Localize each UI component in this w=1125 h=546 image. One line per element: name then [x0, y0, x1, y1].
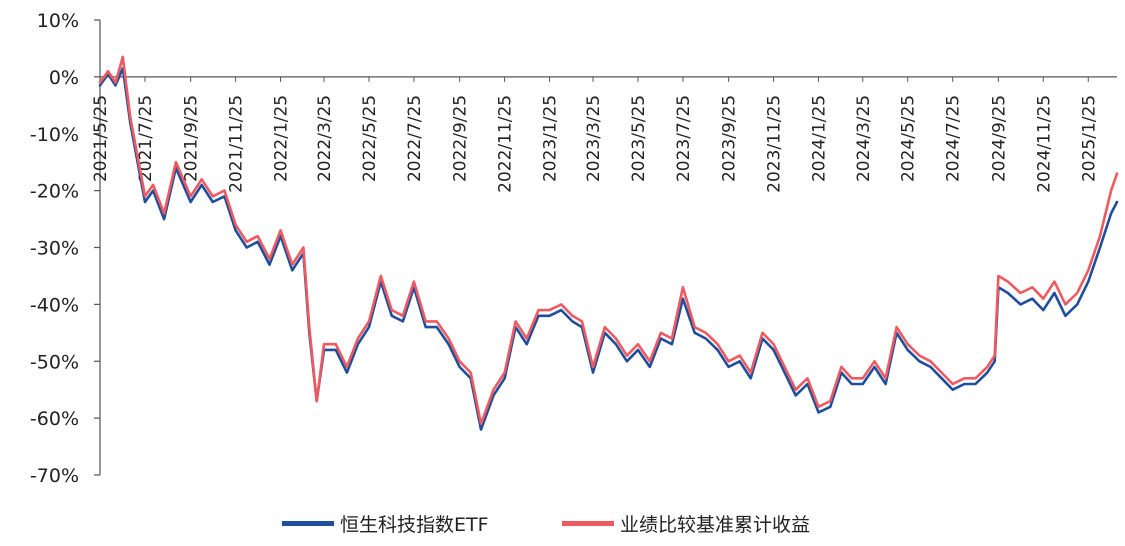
legend-item-etf: 恒生科技指数ETF [282, 510, 489, 536]
y-tick-label: -10% [30, 124, 79, 146]
legend-swatch-benchmark [562, 520, 614, 526]
x-tick-label: 2023/9/25 [720, 95, 740, 182]
legend-item-benchmark: 业绩比较基准累计收益 [562, 510, 810, 536]
x-tick-label: 2024/1/25 [810, 95, 830, 182]
x-tick-label: 2022/7/25 [405, 95, 425, 182]
y-tick-label: -60% [30, 408, 79, 430]
x-tick-label: 2025/1/25 [1079, 95, 1099, 182]
legend-label-benchmark: 业绩比较基准累计收益 [620, 513, 811, 536]
x-tick-label: 2024/7/25 [944, 95, 964, 182]
y-tick-label: -20% [30, 181, 79, 203]
x-tick-label: 2022/5/25 [360, 95, 380, 182]
x-tick-label: 2023/11/25 [765, 95, 785, 193]
y-tick-label: -70% [30, 465, 79, 487]
chart-plot-area: 10% 0% -10% -20% -30% -40% -50% -60% -70% 2021/5… [30, 10, 1119, 487]
x-tick-label: 2024/3/25 [854, 95, 874, 182]
x-tick-label: 2021/5/25 [91, 95, 111, 182]
series-line-benchmark [98, 55, 1119, 426]
series-line-etf [98, 67, 1119, 431]
y-axis: 10% 0% -10% -20% -30% -40% -50% -60% -70% [30, 10, 101, 487]
y-tick-label: -50% [30, 351, 79, 373]
x-tick-label: 2023/7/25 [674, 95, 694, 182]
series-lines [98, 55, 1119, 431]
x-tick-label: 2023/3/25 [584, 95, 604, 182]
y-tick-label: -30% [30, 238, 79, 260]
y-tick-label: 0% [49, 67, 79, 89]
x-tick-label: 2022/3/25 [315, 95, 335, 182]
x-tick-label: 2023/1/25 [541, 95, 561, 182]
x-tick-label: 2024/9/25 [989, 95, 1009, 182]
legend-label-etf: 恒生科技指数ETF [340, 513, 489, 536]
x-axis: 2021/5/25 2021/7/25 2021/9/25 2021/11/25 202… [91, 76, 1117, 193]
x-tick-label: 2021/11/25 [227, 95, 247, 193]
x-tick-label: 2022/11/25 [496, 95, 516, 193]
x-tick-label: 2023/5/25 [629, 95, 649, 182]
y-tick-label: 10% [37, 10, 79, 32]
x-tick-label: 2021/9/25 [182, 95, 202, 182]
x-tick-label: 2021/7/25 [136, 95, 156, 182]
y-tick-label: -40% [30, 294, 79, 316]
x-tick-label: 2024/11/25 [1034, 95, 1054, 193]
x-tick-label: 2022/1/25 [272, 95, 292, 182]
legend-swatch-etf [282, 520, 334, 526]
legend: 恒生科技指数ETF 业绩比较基准累计收益 [0, 510, 1125, 536]
x-tick-label: 2022/9/25 [451, 95, 471, 182]
x-tick-label: 2024/5/25 [899, 95, 919, 182]
